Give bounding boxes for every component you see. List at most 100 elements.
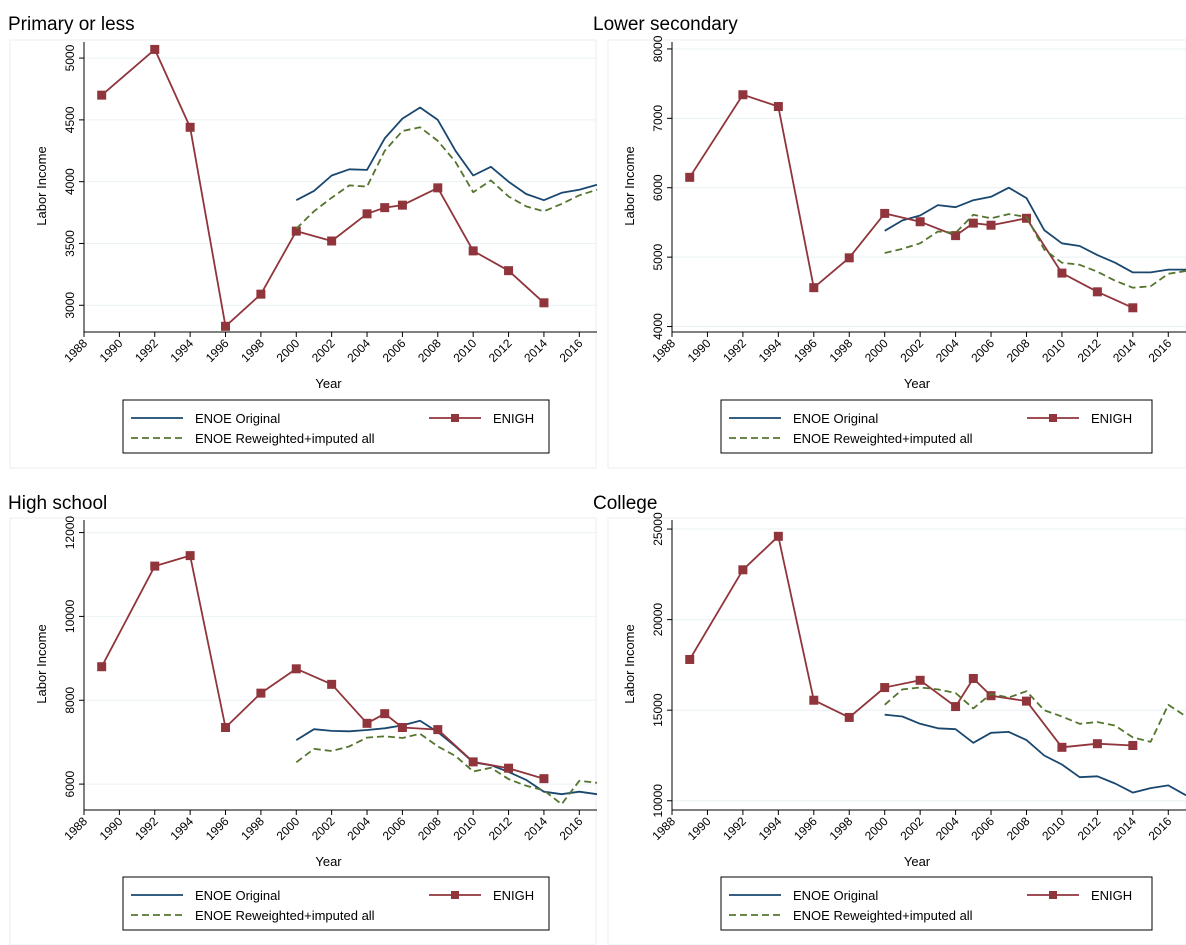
panel-title: Primary or less [8,14,135,35]
x-tick-label: 2008 [415,336,444,365]
data-point-enigh [968,673,978,683]
y-tick-label: 8000 [651,35,665,62]
x-axis-label: Year [315,854,342,869]
x-tick-label: 2016 [1146,814,1175,843]
y-axis-label: Labor Income [622,624,637,704]
x-tick-label: 2016 [1146,336,1175,365]
y-tick-label: 15000 [651,693,665,727]
x-tick-label: 2014 [521,336,550,365]
data-point-enigh [468,246,478,256]
x-tick-label: 2006 [380,814,409,843]
data-point-enigh [880,208,890,218]
y-tick-label: 10000 [651,784,665,818]
legend-label-enoe-reweighted: ENOE Reweighted+imputed all [793,908,973,923]
x-tick-label: 2000 [274,336,303,365]
data-point-enigh [773,102,783,112]
x-tick-label: 1992 [132,814,161,843]
panel-frame [9,39,597,469]
series-line-enigh [100,554,545,780]
data-point-enigh [1092,287,1102,297]
legend-marker-enigh [451,891,459,899]
data-point-enigh [327,236,337,246]
y-tick-label: 10000 [63,599,77,633]
x-axis-label: Year [904,376,931,391]
x-axis-label: Year [315,376,342,391]
x-tick-label: 2012 [1075,336,1104,365]
x-tick-label: 1994 [167,336,196,365]
x-tick-label: 2012 [486,336,515,365]
legend-label-enoe-original: ENOE Original [195,411,280,426]
series-line-enoe_original [884,186,1186,274]
x-tick-label: 1992 [720,336,749,365]
y-tick-label: 3000 [63,292,77,319]
x-tick-label: 2010 [1039,336,1068,365]
data-point-enigh [880,683,890,693]
x-tick-label: 2004 [344,336,373,365]
x-tick-label: 1996 [791,814,820,843]
x-tick-label: 2002 [309,814,338,843]
data-point-enigh [468,757,478,767]
data-point-enigh [433,725,443,735]
x-tick-label: 2010 [451,814,480,843]
panel-frame [607,517,1186,945]
data-point-enigh [327,679,337,689]
y-axis-label: Labor Income [34,146,49,226]
y-tick-label: 20000 [651,603,665,637]
y-tick-label: 6000 [651,174,665,201]
x-tick-label: 1996 [791,336,820,365]
legend-label-enigh: ENIGH [493,411,534,426]
y-tick-label: 4000 [651,313,665,340]
x-tick-label: 2000 [862,814,891,843]
legend-label-enigh: ENIGH [1091,888,1132,903]
panel-title: High school [8,493,107,514]
x-tick-label: 2000 [274,814,303,843]
x-tick-label: 1990 [685,336,714,365]
data-point-enigh [1057,742,1067,752]
legend-box [122,399,550,454]
data-point-enigh [256,289,266,299]
series-line-enigh [101,48,545,328]
x-tick-label: 2002 [897,336,926,365]
y-tick-label: 4500 [63,106,77,133]
data-point-enigh [150,44,160,54]
data-point-enigh [185,122,195,132]
panel-title: College [593,493,657,514]
y-tick-label: 3500 [63,230,77,257]
x-tick-label: 2006 [968,814,997,843]
data-point-enigh [1057,268,1067,278]
data-point-enigh [380,709,390,719]
x-tick-label: 2014 [1110,814,1139,843]
data-point-enigh [738,90,748,100]
data-point-enigh [97,90,107,100]
series-line-enoe_reweighted [295,126,598,230]
series-line-enoe_reweighted [295,732,598,806]
x-tick-label: 1998 [827,814,856,843]
data-point-enigh [380,203,390,213]
y-tick-label: 6000 [63,770,77,797]
y-axis-label: Labor Income [622,146,637,226]
data-point-enigh [685,172,695,182]
legend-label-enoe-reweighted: ENOE Reweighted+imputed all [195,908,375,923]
data-point-enigh [773,531,783,541]
legend-marker-enigh [1049,414,1057,422]
data-point-enigh [291,664,301,674]
x-tick-label: 1990 [685,814,714,843]
data-point-enigh [256,688,266,698]
legend-label-enoe-reweighted: ENOE Reweighted+imputed all [793,431,973,446]
legend-label-enigh: ENIGH [493,888,534,903]
data-point-enigh [844,712,854,722]
data-point-enigh [539,774,549,784]
series-line-enoe_original [295,719,598,796]
x-tick-label: 2002 [309,336,338,365]
legend-label-enoe-reweighted: ENOE Reweighted+imputed all [195,431,375,446]
y-tick-label: 25000 [651,512,665,546]
x-tick-label: 2004 [933,336,962,365]
data-point-enigh [968,218,978,228]
x-tick-label: 2000 [862,336,891,365]
y-tick-label: 8000 [63,687,77,714]
data-point-enigh [1128,303,1138,313]
x-tick-label: 1994 [756,814,785,843]
x-tick-label: 2016 [557,336,586,365]
legend-box [122,876,550,931]
data-point-enigh [185,551,195,561]
